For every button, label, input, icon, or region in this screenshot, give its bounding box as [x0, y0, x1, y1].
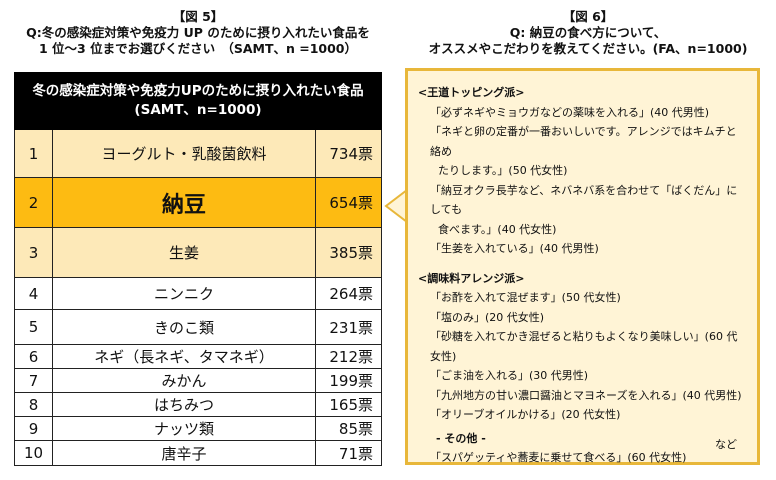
votes-cell: 212票 [315, 344, 382, 369]
table-header: 冬の感染症対策や免疫力UPのために摂り入れたい食品 (SAMT、n=1000) [14, 72, 382, 130]
rank-cell: 4 [14, 277, 53, 310]
votes-cell: 165票 [315, 392, 382, 417]
answer-item: 「ごま油を入れる」(30 代男性) [430, 369, 589, 382]
answer-item: 「九州地方の甘い濃口醤油とマヨネーズを入れる」(40 代男性) [430, 388, 742, 402]
answer-item: 「砂糖を入れてかき混ぜると粘りもよくなり美味しい」(60 代女性) [430, 330, 738, 363]
figure6-question-line1: Q: 納豆の食べ方について、 [509, 25, 667, 40]
table-row: 2 納豆 654票 [14, 177, 382, 228]
answer-item: 「オリーブオイルかける」(20 代女性) [430, 408, 621, 421]
item-cell: 生姜 [52, 227, 316, 278]
item-cell: はちみつ [52, 392, 316, 417]
votes-cell: 654票 [315, 177, 382, 228]
answer-item: 「スパゲッティや蕎麦に乗せて食べる」(60 代女性) [430, 451, 687, 464]
votes-cell: 264票 [315, 277, 382, 310]
table-row: 7 みかん 199票 [14, 368, 382, 393]
answer-item: 「塩のみ」(20 代女性) [430, 310, 545, 324]
etc-note: など [715, 437, 737, 451]
votes-cell: 85票 [315, 416, 382, 441]
rank-cell: 8 [14, 392, 53, 417]
answer-item: 「必ずネギやミョウガなどの薬味を入れる」(40 代男性) [430, 105, 710, 119]
table-row: 3 生姜 385票 [14, 227, 382, 278]
item-cell: ネギ（長ネギ、タマネギ） [52, 344, 316, 369]
seasoning-answers: 「お酢を入れて混ぜます」(50 代女性) 「塩のみ」(20 代女性) 「砂糖を入れて… [418, 288, 747, 425]
topping-answers: 「必ずネギやミョウガなどの薬味を入れる」(40 代男性) 「ネギと卵の定番が一番お… [418, 103, 747, 259]
table-row: 10 唐辛子 71票 [14, 440, 382, 466]
rank-cell: 10 [14, 440, 53, 466]
figure6-label: 【図 6】 [562, 9, 614, 24]
group-heading-seasoning: <調味料アレンジ派> [418, 271, 525, 285]
answers-box: <王道トッピング派> 「必ずネギやミョウガなどの薬味を入れる」(40 代男性) 「… [405, 68, 760, 465]
table-subtitle: (SAMT、n=1000) [134, 102, 262, 118]
table-row: 6 ネギ（長ネギ、タマネギ） 212票 [14, 344, 382, 369]
votes-cell: 231票 [315, 309, 382, 345]
table-row: 1 ヨーグルト・乳酸菌飲料 734票 [14, 129, 382, 178]
item-cell: きのこ類 [52, 309, 316, 345]
rank-cell: 6 [14, 344, 53, 369]
item-cell: みかん [52, 368, 316, 393]
table-title: 冬の感染症対策や免疫力UPのために摂り入れたい食品 [32, 83, 364, 99]
answer-item: 「納豆オクラ長芋など、ネバネバ系を合わせて「ばくだん」にしても [430, 183, 738, 217]
rank-cell: 7 [14, 368, 53, 393]
figure5-question-line2: 1 位～3 位までお選びください （SAMT、n =1000） [38, 41, 357, 56]
rank-cell: 2 [14, 177, 53, 228]
item-cell: ヨーグルト・乳酸菌飲料 [52, 129, 316, 178]
figure6-title: 【図 6】 Q: 納豆の食べ方について、 オススメやこだわりを教えてください。(… [400, 9, 776, 57]
figure5-title: 【図 5】 Q:冬の感染症対策や免疫力 UP のために摂り入れたい食品を 1 位… [0, 9, 396, 57]
rank-cell: 5 [14, 309, 53, 345]
table-row: 5 きのこ類 231票 [14, 309, 382, 345]
figure5-question-line1: Q:冬の感染症対策や免疫力 UP のために摂り入れたい食品を [26, 25, 370, 40]
group-heading-topping: <王道トッピング派> [418, 86, 525, 99]
table-row: 4 ニンニク 264票 [14, 277, 382, 310]
votes-cell: 199票 [315, 368, 382, 393]
votes-cell: 385票 [315, 227, 382, 278]
item-cell: ニンニク [52, 277, 316, 310]
figure6-question-line2: オススメやこだわりを教えてください。(FA、n=1000) [428, 41, 748, 56]
rank-cell: 3 [14, 227, 53, 278]
votes-cell: 71票 [315, 440, 382, 466]
rank-cell: 9 [14, 416, 53, 441]
ranking-table: 冬の感染症対策や免疫力UPのために摂り入れたい食品 (SAMT、n=1000) … [14, 72, 382, 466]
figure5-label: 【図 5】 [172, 9, 224, 24]
rank-cell: 1 [14, 129, 53, 178]
table-row: 8 はちみつ 165票 [14, 392, 382, 417]
group-heading-other: - その他 - [436, 431, 486, 445]
item-cell: 納豆 [52, 177, 316, 228]
answer-item: 食べます。」(40 代女性) [438, 222, 557, 236]
answer-item: 「お酢を入れて混ぜます」(50 代女性) [430, 291, 621, 304]
item-cell: 唐辛子 [52, 440, 316, 466]
item-cell: ナッツ類 [52, 416, 316, 441]
table-row: 9 ナッツ類 85票 [14, 416, 382, 441]
answer-item: 「ネギと卵の定番が一番おいしいです。アレンジではキムチと絡め [430, 125, 737, 158]
votes-cell: 734票 [315, 129, 382, 178]
answer-item: たりします。」(50 代女性) [438, 164, 568, 177]
answer-item: 「生姜を入れている」(40 代男性) [430, 242, 599, 255]
